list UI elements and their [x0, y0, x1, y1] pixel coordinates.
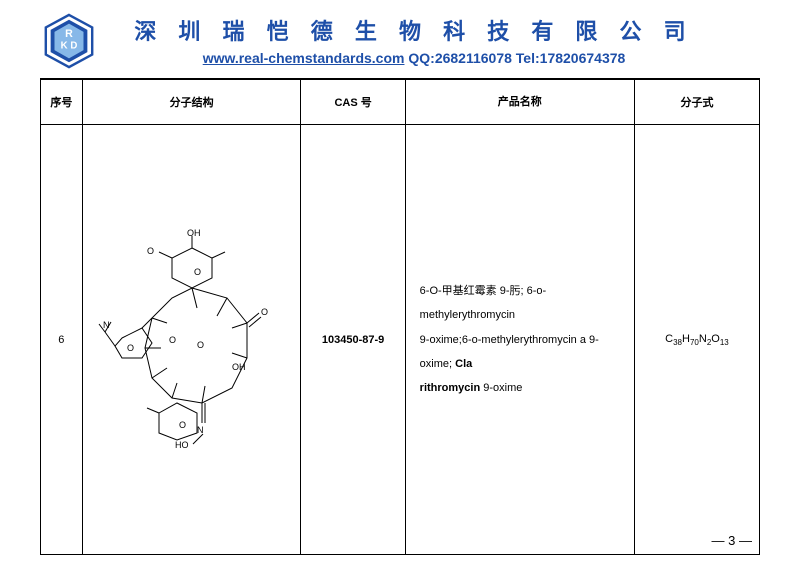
- name-part1: 6-O-甲基红霉素 9-肟; 6-o-methylerythromycin: [420, 285, 547, 321]
- table-container: 序号 分子结构 CAS 号 产品名称 分子式 6 OH O: [0, 78, 800, 555]
- f-s1: 38: [673, 338, 682, 347]
- table-row: 6 OH O O: [41, 125, 760, 555]
- cell-structure: OH O O: [82, 125, 301, 555]
- contact-line: www.real-chemstandards.com QQ:2682116078…: [68, 50, 760, 66]
- svg-text:O: O: [194, 267, 201, 277]
- company-name: 深 圳 瑞 恺 德 生 物 科 技 有 限 公 司: [68, 14, 760, 46]
- f-n: N: [699, 333, 707, 345]
- website-url: www.real-chemstandards.com: [203, 50, 405, 66]
- svg-text:O: O: [261, 307, 268, 317]
- table-header-row: 序号 分子结构 CAS 号 产品名称 分子式: [41, 79, 760, 125]
- tel-number: 17820674378: [540, 50, 626, 66]
- cell-formula: C38H70N2O13: [634, 125, 759, 555]
- f-c: C: [665, 333, 673, 345]
- name-bold2: rithromycin: [420, 382, 481, 394]
- svg-text:N: N: [103, 320, 110, 330]
- tel-label: Tel:: [516, 50, 540, 66]
- page-header: R K D 深 圳 瑞 恺 德 生 物 科 技 有 限 公 司 www.real…: [0, 0, 800, 78]
- col-header-formula: 分子式: [634, 79, 759, 125]
- name-part2: 9-oxime;6-o-methylerythromycin a 9-oxime…: [420, 334, 599, 370]
- svg-text:O: O: [127, 343, 134, 353]
- svg-text:N: N: [197, 425, 204, 435]
- svg-text:OH: OH: [232, 362, 246, 372]
- name-bold1: Cla: [455, 358, 472, 370]
- svg-text:O: O: [197, 340, 204, 350]
- header-text-block: 深 圳 瑞 恺 德 生 物 科 技 有 限 公 司 www.real-chems…: [98, 12, 760, 66]
- svg-text:HO: HO: [175, 440, 189, 448]
- f-s2: 70: [690, 338, 699, 347]
- name-part3: 9-oxime: [480, 382, 522, 394]
- col-header-structure: 分子结构: [82, 79, 301, 125]
- col-header-name: 产品名称: [405, 79, 634, 125]
- f-h: H: [682, 333, 690, 345]
- col-header-seq: 序号: [41, 79, 83, 125]
- f-o: O: [711, 333, 720, 345]
- page-number: — 3 —: [712, 533, 752, 548]
- qq-label: QQ:: [408, 50, 434, 66]
- product-table: 序号 分子结构 CAS 号 产品名称 分子式 6 OH O: [40, 78, 760, 555]
- svg-text:O: O: [147, 246, 154, 256]
- cell-cas: 103450-87-9: [301, 125, 405, 555]
- svg-text:OH: OH: [187, 228, 201, 238]
- cell-product-name: 6-O-甲基红霉素 9-肟; 6-o-methylerythromycin 9-…: [405, 125, 634, 555]
- col-header-cas: CAS 号: [301, 79, 405, 125]
- qq-number: 2682116078: [435, 50, 512, 66]
- svg-text:O: O: [169, 335, 176, 345]
- cell-seq: 6: [41, 125, 83, 555]
- f-s4: 13: [720, 338, 729, 347]
- svg-text:O: O: [179, 420, 186, 430]
- molecule-structure-icon: OH O O: [97, 228, 287, 448]
